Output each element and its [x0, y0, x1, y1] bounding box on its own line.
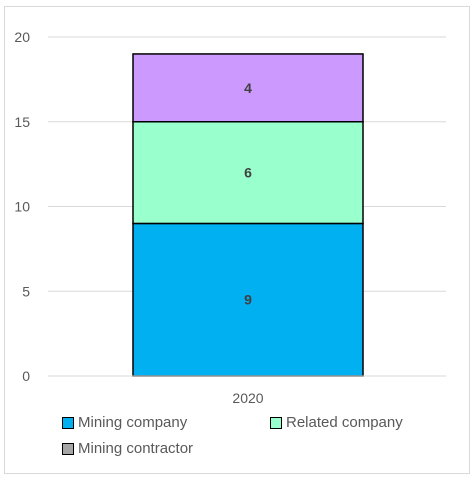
data-label: 6 [244, 165, 252, 181]
legend-label-mining-company: Mining company [78, 414, 188, 431]
legend-swatch-mining-company [62, 416, 74, 429]
legend-swatch-mining-contractor [62, 442, 74, 455]
y-tick-label: 10 [14, 199, 30, 215]
data-label: 9 [244, 292, 252, 308]
legend-item-related-company: Related company [270, 414, 403, 431]
y-axis-tick-labels: 0 5 10 15 20 [14, 29, 30, 384]
category-label: 2020 [232, 390, 263, 406]
legend-swatch-related-company [270, 416, 282, 429]
legend-label-related-company: Related company [286, 414, 403, 431]
legend-label-mining-contractor: Mining contractor [78, 440, 194, 457]
data-label: 4 [244, 80, 252, 96]
y-tick-label: 5 [22, 283, 30, 299]
y-tick-label: 20 [14, 29, 30, 45]
bar-segment [132, 121, 364, 225]
legend-item-mining-company: Mining company [62, 414, 187, 431]
bars: 9 6 4 [132, 53, 364, 377]
y-tick-label: 15 [14, 114, 30, 130]
legend-item-mining-contractor: Mining contractor [62, 440, 193, 457]
y-tick-label: 0 [22, 368, 30, 384]
bar-segment [132, 53, 364, 123]
